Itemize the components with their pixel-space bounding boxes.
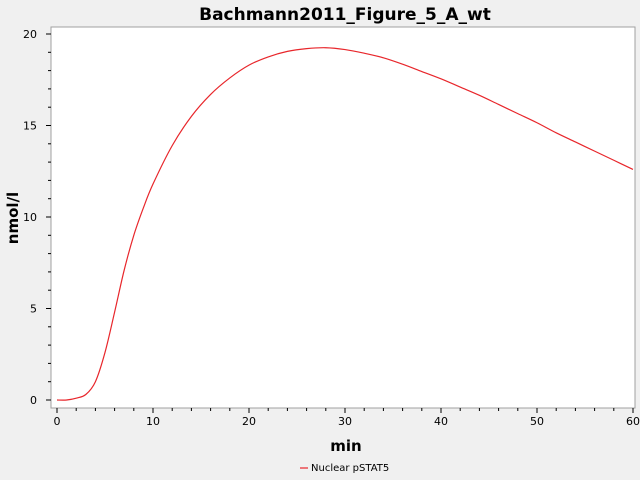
x-tick-label: 20 [242, 415, 256, 428]
y-tick-label: 0 [30, 394, 37, 407]
series-line-nuclear-pstat5 [56, 47, 634, 401]
legend-entry-label: Nuclear pSTAT5 [311, 463, 389, 474]
y-tick-label: 10 [23, 211, 37, 224]
y-tick-label: 5 [30, 303, 37, 316]
x-tick-label: 40 [434, 415, 448, 428]
x-tick-label: 30 [338, 415, 352, 428]
y-axis: 0 5 10 15 20 [23, 28, 51, 407]
x-axis-label: min [330, 437, 361, 455]
plot-area [50, 26, 636, 409]
y-tick-label: 20 [23, 28, 37, 41]
x-axis: 0 10 20 30 40 50 60 [54, 408, 640, 428]
x-tick-label: 50 [530, 415, 544, 428]
y-axis-label: nmol/l [4, 192, 22, 244]
chart-title: Bachmann2011_Figure_5_A_wt [199, 5, 491, 25]
y-tick-label: 15 [23, 120, 37, 133]
x-tick-label: 60 [626, 415, 640, 428]
x-tick-label: 0 [54, 415, 61, 428]
x-tick-label: 10 [146, 415, 160, 428]
legend: Nuclear pSTAT5 [300, 463, 389, 474]
series-layer [56, 47, 634, 401]
